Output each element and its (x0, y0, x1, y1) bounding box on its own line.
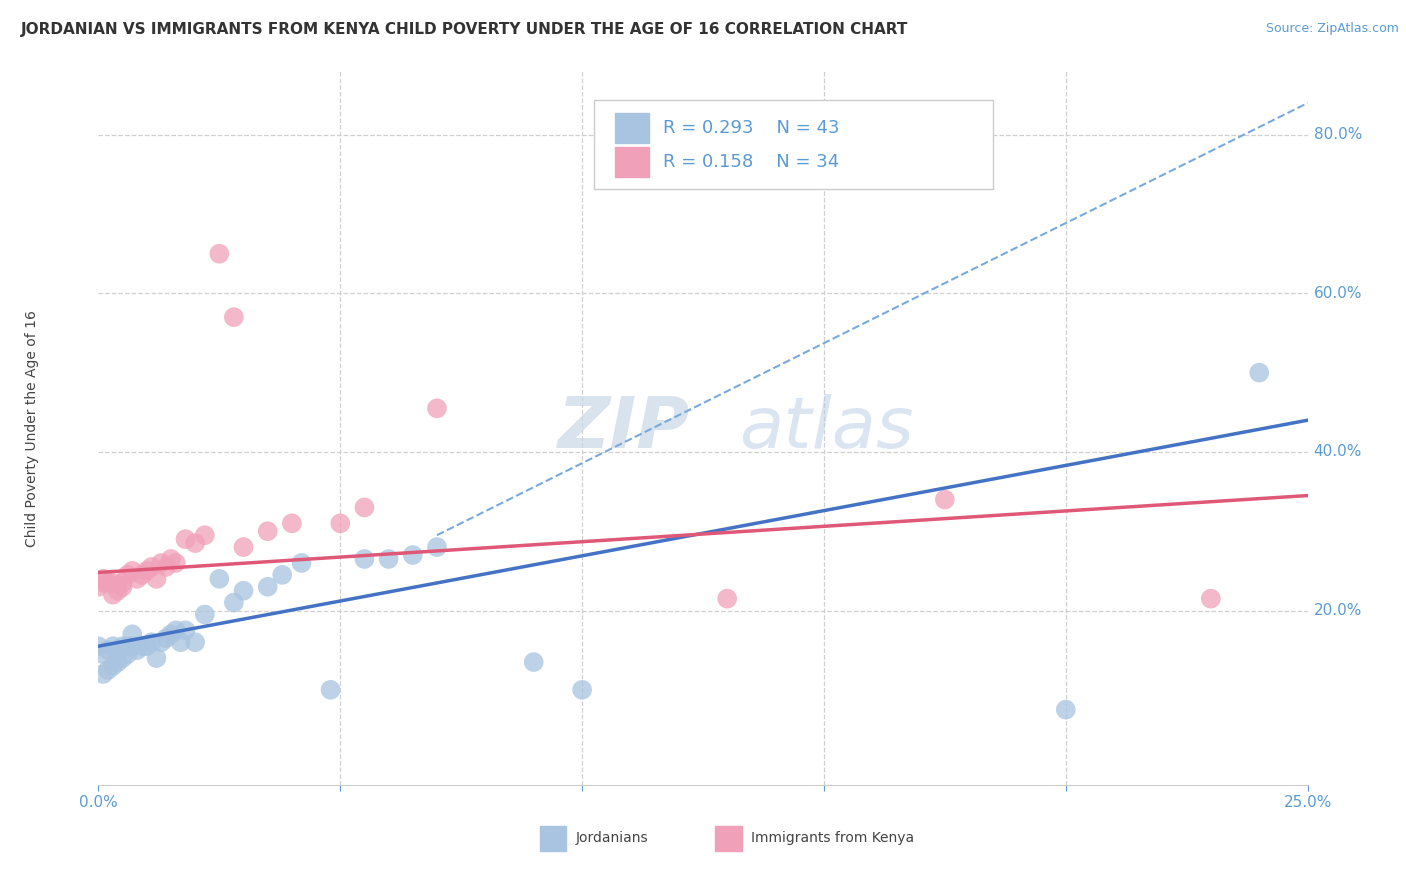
Point (232, 540, 254, 554)
Point (1249, 366, 1271, 380)
Point (184, 536, 207, 550)
Point (107, 655, 129, 669)
Point (353, 552, 375, 566)
Point (111, 651, 134, 665)
Point (353, 500, 375, 515)
Text: JORDANIAN VS IMMIGRANTS FROM KENYA CHILD POVERTY UNDER THE AGE OF 16 CORRELATION: JORDANIAN VS IMMIGRANTS FROM KENYA CHILD… (21, 22, 908, 37)
Point (131, 639, 153, 653)
Point (121, 627, 143, 641)
Point (145, 572, 167, 586)
Point (111, 580, 134, 594)
Point (135, 564, 157, 578)
Text: Child Poverty Under the Age of 16: Child Poverty Under the Age of 16 (25, 310, 39, 547)
Point (290, 556, 312, 570)
Point (194, 528, 217, 542)
Text: Source: ZipAtlas.com: Source: ZipAtlas.com (1265, 22, 1399, 36)
Point (329, 516, 352, 531)
Point (101, 575, 124, 590)
Point (150, 556, 173, 570)
Point (232, 583, 254, 598)
Point (160, 552, 183, 566)
Point (117, 647, 139, 661)
Text: atlas: atlas (740, 393, 914, 463)
Point (97, 663, 120, 677)
Point (87, 580, 110, 594)
Point (121, 639, 143, 653)
Text: 80.0%: 80.0% (1313, 128, 1362, 143)
Point (184, 635, 207, 649)
Point (117, 567, 139, 582)
Point (127, 572, 149, 586)
Point (402, 548, 425, 562)
Text: 60.0%: 60.0% (1313, 285, 1362, 301)
Point (934, 492, 956, 507)
Point (87, 639, 110, 653)
Point (256, 524, 278, 539)
Point (97, 575, 120, 590)
Text: 40.0%: 40.0% (1313, 444, 1362, 459)
Point (117, 639, 139, 653)
Point (111, 575, 134, 590)
Point (426, 540, 449, 554)
Point (271, 567, 294, 582)
Point (127, 643, 149, 657)
Point (1199, 591, 1222, 606)
Point (101, 588, 124, 602)
Point (208, 572, 231, 586)
Point (91, 647, 114, 661)
Point (194, 607, 217, 622)
Point (174, 532, 197, 546)
Point (91, 575, 114, 590)
Bar (540, 826, 567, 851)
Point (101, 659, 124, 673)
Point (160, 627, 183, 641)
Point (208, 246, 231, 260)
Text: ZIP: ZIP (558, 393, 690, 463)
Point (281, 516, 304, 531)
Point (169, 635, 191, 649)
Point (155, 560, 177, 574)
Point (256, 580, 278, 594)
Point (377, 552, 399, 566)
Point (155, 632, 177, 646)
Point (141, 560, 163, 574)
Point (111, 639, 134, 653)
Bar (614, 113, 648, 144)
Bar (716, 826, 742, 851)
Text: 20.0%: 20.0% (1313, 603, 1362, 618)
Point (91, 667, 114, 681)
Point (131, 567, 153, 582)
Bar (614, 147, 648, 177)
Point (319, 682, 342, 697)
Point (91, 572, 114, 586)
Point (426, 401, 449, 416)
Point (222, 310, 245, 325)
Point (523, 655, 546, 669)
Point (1054, 703, 1077, 717)
Text: Jordanians: Jordanians (576, 831, 648, 846)
Point (165, 556, 187, 570)
FancyBboxPatch shape (595, 100, 993, 189)
Point (150, 635, 173, 649)
Point (165, 624, 187, 638)
Point (222, 596, 245, 610)
Point (107, 643, 129, 657)
Text: Immigrants from Kenya: Immigrants from Kenya (751, 831, 914, 846)
Point (107, 583, 129, 598)
Point (716, 591, 738, 606)
Point (135, 639, 157, 653)
Point (174, 624, 197, 638)
Point (571, 682, 593, 697)
Point (121, 564, 143, 578)
Point (145, 651, 167, 665)
Point (141, 635, 163, 649)
Point (97, 643, 120, 657)
Point (101, 639, 124, 653)
Text: R = 0.293    N = 43: R = 0.293 N = 43 (664, 120, 839, 137)
Text: R = 0.158    N = 34: R = 0.158 N = 34 (664, 153, 839, 171)
